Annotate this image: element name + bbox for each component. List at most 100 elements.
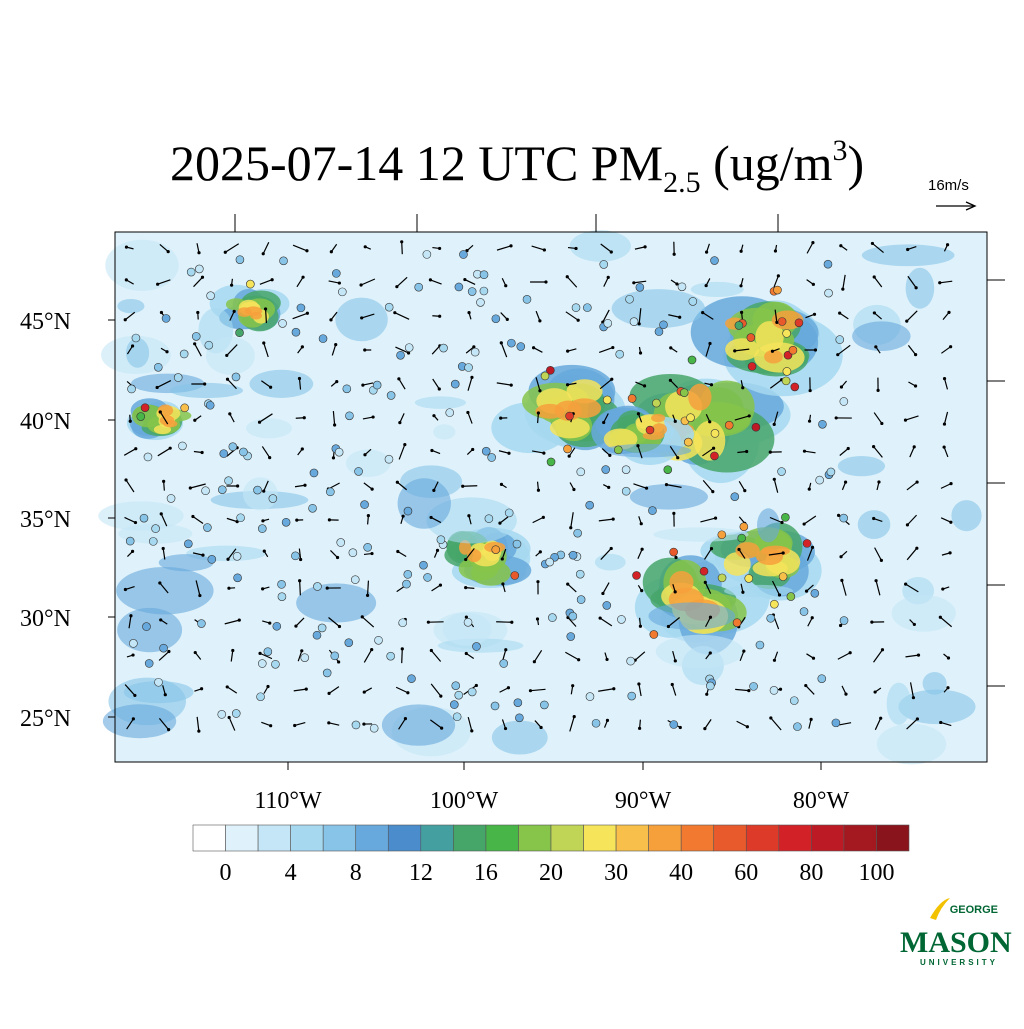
station [476,298,484,306]
wind-arrow-head [805,589,808,592]
wind-arrow-head [529,689,532,692]
wind-arrow-head [271,278,274,281]
wind-arrow-head [639,351,642,354]
wind-arrow-head [876,389,879,392]
wind-arrow-head [747,689,750,692]
wind-arrow-head [949,482,952,485]
field-patch [838,456,885,476]
station [816,476,824,484]
wind-arrow-head [539,726,542,729]
wind-arrow-head [946,686,949,689]
field-patch [756,548,783,565]
title-sub: 2.5 [663,166,701,199]
wind-arrow-head [574,247,577,250]
lon-label: 90°W [615,788,672,814]
wind-arrow-head [710,547,713,550]
wind-arrow-head [904,582,907,585]
station [548,614,556,622]
wind-arrow-head [125,278,128,281]
field-patch [382,704,455,745]
wind-arrow-head [134,521,137,524]
wind-arrow-head [332,456,335,459]
wind-arrow-head [196,311,199,314]
wind-arrow-head [231,649,234,652]
wind-arrow-head [360,316,363,319]
wind-arrow-head [844,481,847,484]
wind-arrow-head [879,717,882,720]
wind-arrow-head [432,414,435,417]
station [237,514,245,522]
station [566,412,574,420]
station [586,693,594,701]
wind-arrow-head [871,242,874,245]
field-patch [415,396,466,408]
wind-arrow-head [748,414,751,417]
station [349,549,357,557]
field-patch [648,602,735,629]
title-sup: 3 [833,134,848,167]
wind-arrow-head [782,551,785,554]
wind-arrow-head [500,341,503,344]
station [511,572,519,580]
wind-arrow-head [131,344,134,347]
wind-arrow-head [200,451,203,454]
station [507,339,515,347]
station [450,701,458,709]
field-patch [243,477,278,510]
wind-arrow-head [361,384,364,387]
wind-arrow-head [839,624,842,627]
title-units: (ug/m [701,135,833,191]
wind-arrow-head [773,478,776,481]
wind-arrow-head [840,385,843,388]
station [351,576,359,584]
wind-arrow-head [679,726,682,729]
station [205,341,213,349]
station [419,561,427,569]
wind-arrow-head [811,241,814,244]
field-patch [246,418,292,438]
wind-arrow-head [610,547,613,550]
colorbar-box [388,825,421,851]
wind-arrow-head [610,378,613,381]
wind-arrow-head [305,249,308,252]
lon-label: 80°W [793,788,850,814]
station [811,589,819,597]
station [187,268,195,276]
wind-arrow-head [566,350,569,353]
station [258,660,266,668]
station [517,343,525,351]
wind-arrow [368,581,369,596]
field-patch [725,338,759,360]
field-patch [612,289,705,328]
wind-arrow-head [403,443,406,446]
wind-arrow-head [637,412,640,415]
station [492,546,500,554]
wind-arrow-head [607,486,610,489]
station [603,601,611,609]
station [440,344,448,352]
station [335,448,343,456]
station [318,624,326,632]
wind-arrow-head [261,519,264,522]
station [646,426,654,434]
wind-arrow-head [498,522,501,525]
station [301,654,309,662]
wind-arrow-head [948,551,951,554]
station [782,377,790,385]
wind-arrow-head [470,376,473,379]
wind-arrow-head [904,419,907,422]
station [735,321,743,329]
wind-arrow-head [366,594,369,597]
wind-arrow-head [406,691,409,694]
wind-arrow-head [667,625,670,628]
wind-arrow [266,309,267,323]
wind-arrow-head [808,420,811,423]
wind-arrow-head [532,346,535,349]
wind-arrow-head [334,343,337,346]
wind-arrow-head [327,721,330,724]
station [405,344,413,352]
station [818,420,826,428]
field-patch [852,321,910,351]
station [387,652,395,660]
station [197,620,205,628]
